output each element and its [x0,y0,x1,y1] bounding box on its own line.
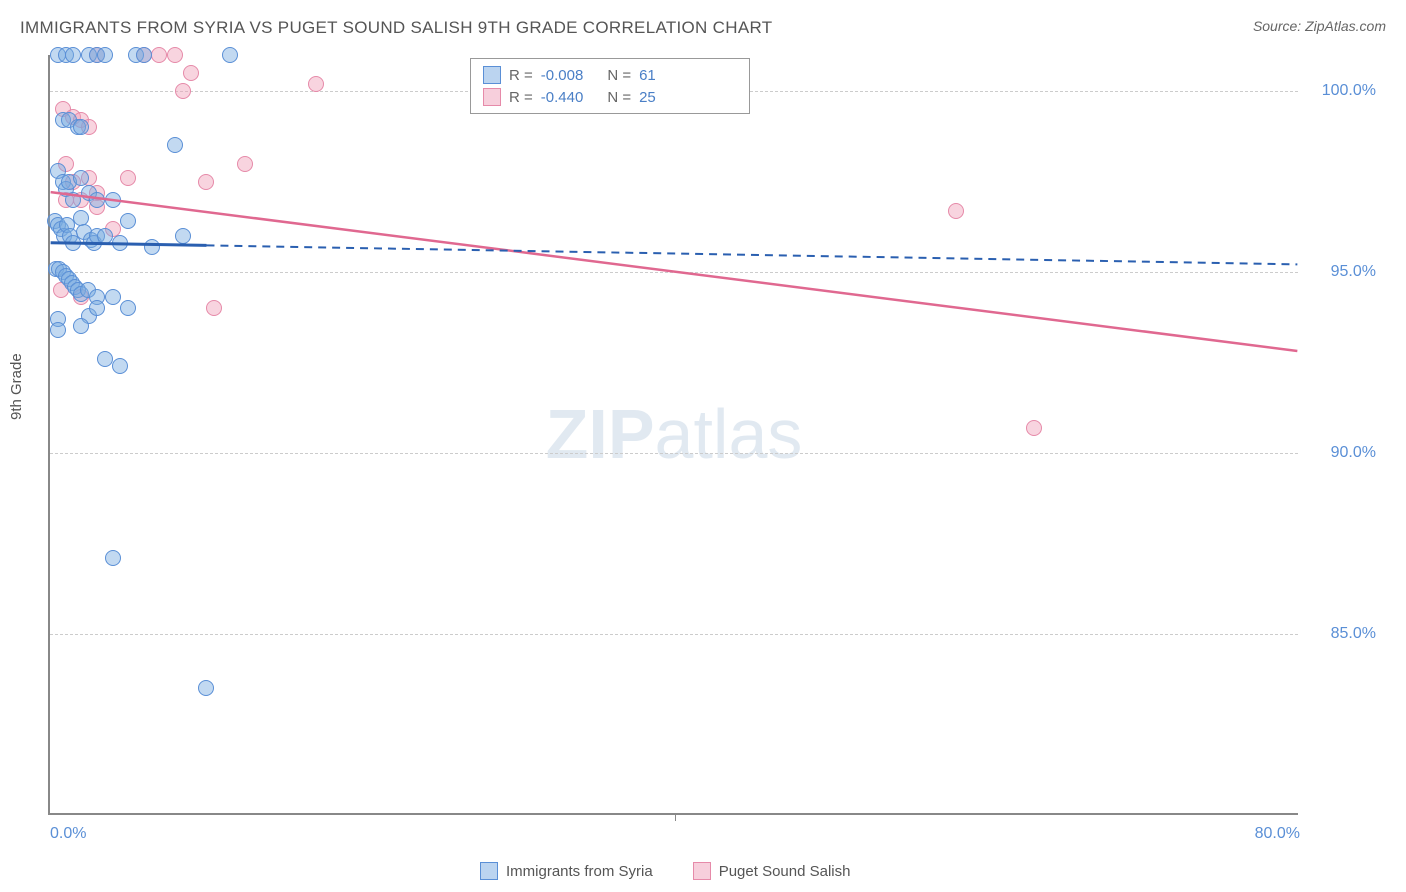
scatter-point [120,300,136,316]
scatter-point [136,47,152,63]
scatter-point [198,174,214,190]
legend-label-salish: Puget Sound Salish [719,863,851,880]
n-label: N = [607,89,631,106]
scatter-point [97,47,113,63]
r-value-blue: -0.008 [541,67,584,84]
scatter-point [50,322,66,338]
chart-title: IMMIGRANTS FROM SYRIA VS PUGET SOUND SAL… [20,18,772,38]
scatter-point [175,228,191,244]
scatter-point [308,76,324,92]
scatter-point [65,192,81,208]
x-tick-label: 80.0% [1255,825,1300,843]
scatter-point [206,300,222,316]
scatter-point [151,47,167,63]
legend-bottom: Immigrants from Syria Puget Sound Salish [480,862,850,880]
scatter-point [65,47,81,63]
gridline [50,634,1298,635]
scatter-point [112,358,128,374]
scatter-point [105,550,121,566]
gridline [50,453,1298,454]
legend-correlation-box: R = -0.008 N = 61 R = -0.440 N = 25 [470,58,750,114]
swatch-pink-icon [483,88,501,106]
scatter-point [120,170,136,186]
scatter-point [73,119,89,135]
scatter-point [167,47,183,63]
scatter-point [1026,420,1042,436]
y-tick-label: 85.0% [1331,625,1376,643]
swatch-pink-icon [693,862,711,880]
watermark: ZIPatlas [546,394,803,474]
n-label: N = [607,67,631,84]
scatter-point [222,47,238,63]
x-tick-label: 0.0% [50,825,86,843]
swatch-blue-icon [480,862,498,880]
watermark-bold: ZIP [546,395,655,473]
scatter-point [198,680,214,696]
scatter-point [112,235,128,251]
scatter-point [89,300,105,316]
legend-label-syria: Immigrants from Syria [506,863,653,880]
legend-item-syria: Immigrants from Syria [480,862,653,880]
scatter-point [120,213,136,229]
y-tick-label: 100.0% [1322,82,1376,100]
scatter-point [237,156,253,172]
r-value-pink: -0.440 [541,89,584,106]
n-value-blue: 61 [639,67,656,84]
scatter-point [175,83,191,99]
scatter-point [73,318,89,334]
scatter-point [105,192,121,208]
r-label: R = [509,67,533,84]
scatter-point [144,239,160,255]
trend-line [206,245,1297,264]
legend-row-pink: R = -0.440 N = 25 [483,88,737,106]
watermark-light: atlas [655,395,803,473]
scatter-point [97,228,113,244]
r-label: R = [509,89,533,106]
scatter-point [948,203,964,219]
trend-lines-layer [50,55,1298,813]
scatter-point [105,289,121,305]
plot-area: ZIPatlas R = -0.008 N = 61 R = -0.440 N … [48,55,1298,815]
chart-source: Source: ZipAtlas.com [1253,18,1386,34]
scatter-point [73,210,89,226]
scatter-point [89,192,105,208]
scatter-point [183,65,199,81]
y-tick-label: 95.0% [1331,263,1376,281]
scatter-point [167,137,183,153]
y-tick-label: 90.0% [1331,444,1376,462]
gridline [50,272,1298,273]
scatter-point [97,351,113,367]
swatch-blue-icon [483,66,501,84]
y-axis-label: 9th Grade [8,353,25,420]
legend-row-blue: R = -0.008 N = 61 [483,66,737,84]
legend-item-salish: Puget Sound Salish [693,862,851,880]
x-tick [675,813,676,821]
n-value-pink: 25 [639,89,656,106]
